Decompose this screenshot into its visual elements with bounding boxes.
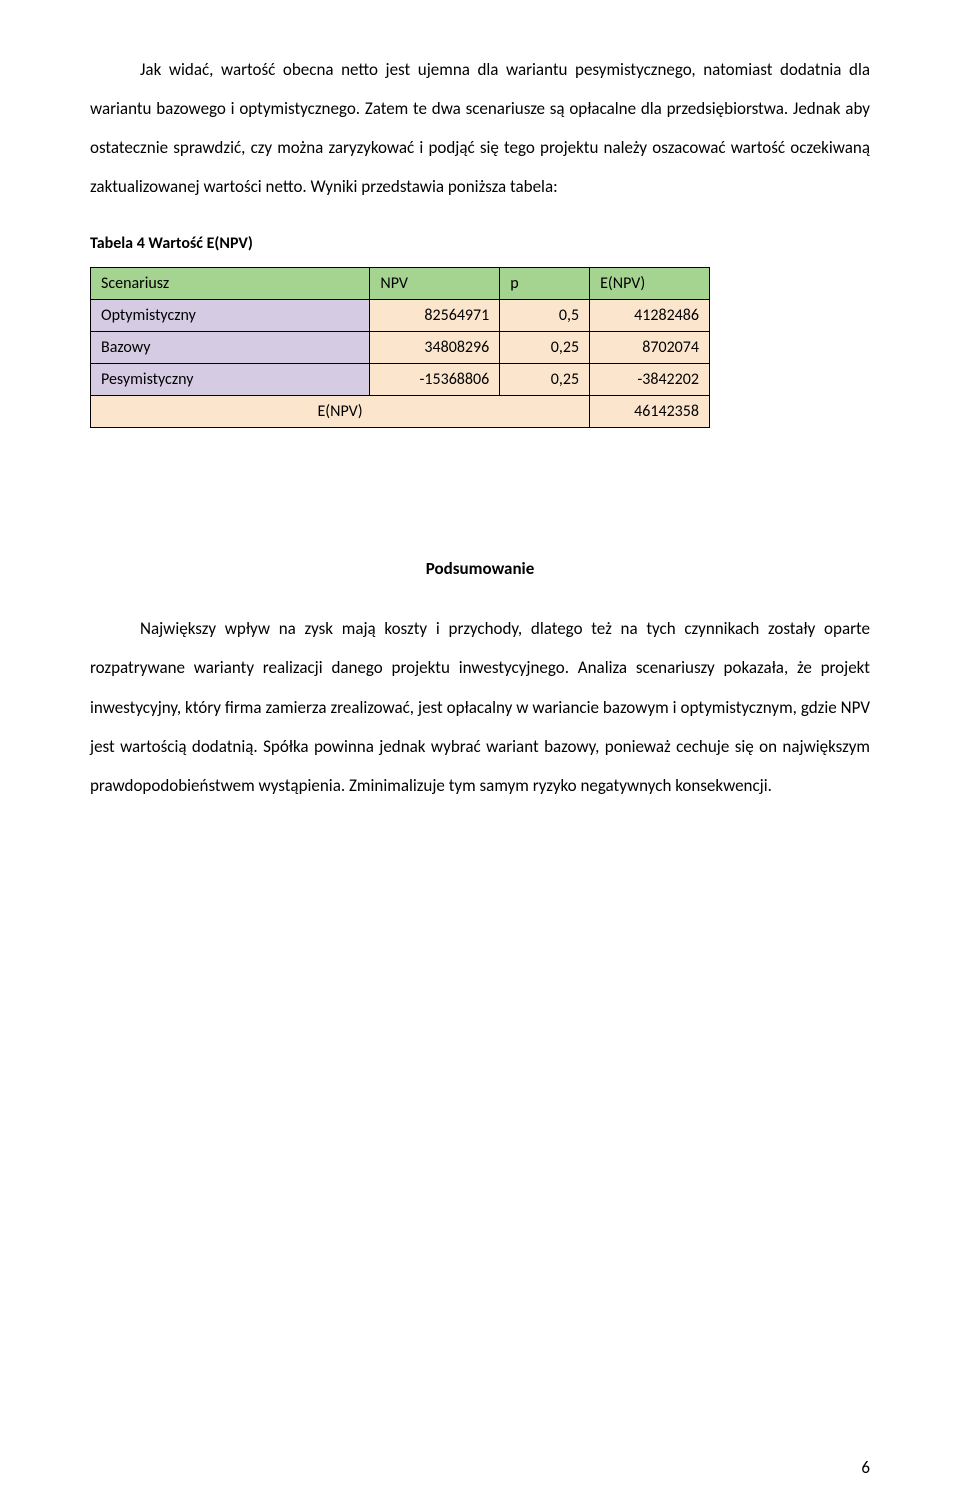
row-npv: 34808296 xyxy=(370,332,500,364)
row-npv: -15368806 xyxy=(370,364,500,396)
table-row: Bazowy 34808296 0,25 8702074 xyxy=(91,332,710,364)
row-enpv: 41282486 xyxy=(590,300,710,332)
page-number: 6 xyxy=(861,1457,870,1478)
enpv-table: Scenariusz NPV p E(NPV) Optymistyczny 82… xyxy=(90,267,710,428)
row-p: 0,25 xyxy=(500,332,590,364)
col-header-p: p xyxy=(500,268,590,300)
paragraph-intro: Jak widać, wartość obecna netto jest uje… xyxy=(90,50,870,206)
table-caption: Tabela 4 Wartość E(NPV) xyxy=(90,234,870,253)
row-enpv: 8702074 xyxy=(590,332,710,364)
table-summary-row: E(NPV) 46142358 xyxy=(91,396,710,428)
row-p: 0,5 xyxy=(500,300,590,332)
row-p: 0,25 xyxy=(500,364,590,396)
row-label: Bazowy xyxy=(91,332,370,364)
summary-value: 46142358 xyxy=(590,396,710,428)
summary-label: E(NPV) xyxy=(91,396,590,428)
paragraph-summary: Największy wpływ na zysk mają koszty i p… xyxy=(90,609,870,804)
section-heading-podsumowanie: Podsumowanie xyxy=(90,558,870,579)
table-header-row: Scenariusz NPV p E(NPV) xyxy=(91,268,710,300)
table-row: Optymistyczny 82564971 0,5 41282486 xyxy=(91,300,710,332)
col-header-scenariusz: Scenariusz xyxy=(91,268,370,300)
row-npv: 82564971 xyxy=(370,300,500,332)
table-row: Pesymistyczny -15368806 0,25 -3842202 xyxy=(91,364,710,396)
row-label: Pesymistyczny xyxy=(91,364,370,396)
col-header-npv: NPV xyxy=(370,268,500,300)
document-page: Jak widać, wartość obecna netto jest uje… xyxy=(0,0,960,1508)
row-label: Optymistyczny xyxy=(91,300,370,332)
col-header-enpv: E(NPV) xyxy=(590,268,710,300)
row-enpv: -3842202 xyxy=(590,364,710,396)
